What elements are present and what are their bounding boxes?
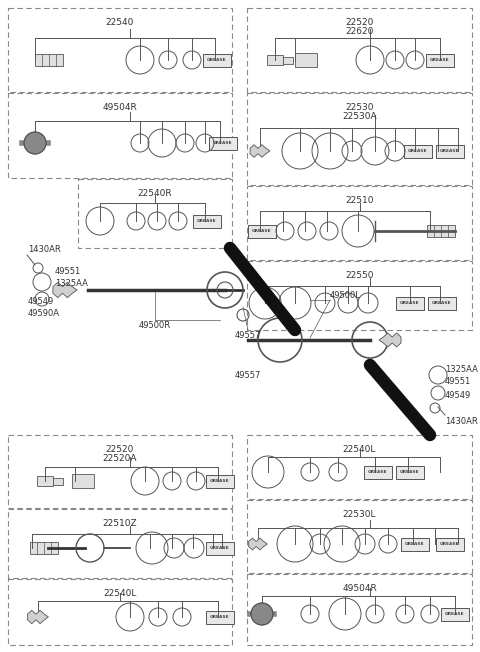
Text: 49500R: 49500R [139, 321, 171, 329]
Text: 1325AA: 1325AA [55, 278, 88, 288]
Text: 22620: 22620 [345, 27, 374, 36]
FancyBboxPatch shape [427, 225, 455, 237]
Text: 49549: 49549 [28, 297, 54, 306]
Circle shape [24, 132, 46, 154]
Polygon shape [27, 610, 48, 624]
Text: GREASE: GREASE [430, 58, 450, 62]
Text: 49551: 49551 [55, 267, 81, 276]
Text: 22510Z: 22510Z [103, 519, 137, 528]
FancyBboxPatch shape [396, 466, 424, 479]
Text: 49504R: 49504R [103, 103, 137, 112]
FancyBboxPatch shape [441, 608, 469, 621]
FancyBboxPatch shape [404, 145, 432, 158]
Polygon shape [249, 538, 267, 550]
Text: GREASE: GREASE [440, 149, 460, 153]
Text: 49557: 49557 [235, 331, 261, 340]
Text: 22530: 22530 [345, 103, 374, 112]
FancyBboxPatch shape [283, 57, 293, 63]
FancyBboxPatch shape [53, 477, 63, 484]
Text: 22540L: 22540L [103, 589, 137, 598]
Text: GREASE: GREASE [210, 479, 230, 483]
Text: GREASE: GREASE [210, 546, 230, 550]
FancyBboxPatch shape [248, 224, 276, 237]
Text: 1430AR: 1430AR [28, 246, 61, 254]
Text: GREASE: GREASE [400, 470, 420, 474]
Text: GREASE: GREASE [405, 542, 425, 546]
Text: 49590A: 49590A [28, 308, 60, 318]
Text: 22530A: 22530A [342, 112, 377, 121]
Text: 49500L: 49500L [330, 291, 361, 299]
Text: GREASE: GREASE [400, 301, 420, 305]
Polygon shape [379, 333, 401, 347]
Text: GREASE: GREASE [408, 149, 428, 153]
Text: 22550: 22550 [345, 271, 374, 280]
Text: 22510: 22510 [345, 196, 374, 205]
FancyBboxPatch shape [428, 297, 456, 310]
Polygon shape [250, 145, 270, 157]
Text: 22520A: 22520A [103, 454, 137, 463]
Text: 22520: 22520 [345, 18, 374, 27]
Text: 22540: 22540 [106, 18, 134, 27]
Polygon shape [53, 282, 77, 298]
FancyBboxPatch shape [436, 145, 464, 158]
Text: GREASE: GREASE [252, 229, 272, 233]
Text: GREASE: GREASE [445, 612, 465, 616]
FancyBboxPatch shape [206, 542, 234, 554]
FancyBboxPatch shape [396, 297, 424, 310]
FancyBboxPatch shape [206, 475, 234, 488]
FancyBboxPatch shape [72, 474, 94, 488]
Text: 22520: 22520 [106, 445, 134, 454]
Text: 49549: 49549 [445, 391, 471, 400]
FancyBboxPatch shape [193, 215, 221, 228]
Text: GREASE: GREASE [210, 615, 230, 619]
Text: GREASE: GREASE [197, 219, 217, 223]
Text: 22540R: 22540R [138, 189, 172, 198]
FancyBboxPatch shape [401, 537, 429, 550]
FancyBboxPatch shape [37, 476, 53, 486]
FancyBboxPatch shape [206, 610, 234, 623]
Text: GREASE: GREASE [213, 141, 233, 145]
FancyBboxPatch shape [295, 53, 317, 67]
Text: 1430AR: 1430AR [445, 417, 478, 426]
Text: 49504R: 49504R [342, 584, 377, 593]
Circle shape [251, 603, 273, 625]
Text: GREASE: GREASE [432, 301, 452, 305]
Text: 22540L: 22540L [343, 445, 376, 454]
Text: GREASE: GREASE [440, 542, 460, 546]
FancyBboxPatch shape [436, 537, 464, 550]
FancyBboxPatch shape [30, 542, 58, 554]
Text: GREASE: GREASE [368, 470, 388, 474]
Text: GREASE: GREASE [207, 58, 227, 62]
FancyBboxPatch shape [35, 54, 63, 66]
Text: 1325AA: 1325AA [445, 366, 478, 374]
Text: 49557: 49557 [235, 370, 261, 379]
Text: 22530L: 22530L [343, 510, 376, 519]
FancyBboxPatch shape [426, 53, 454, 67]
FancyBboxPatch shape [267, 55, 283, 65]
FancyBboxPatch shape [209, 136, 237, 149]
Text: 49551: 49551 [445, 376, 471, 385]
FancyBboxPatch shape [203, 53, 231, 67]
FancyBboxPatch shape [364, 466, 392, 479]
